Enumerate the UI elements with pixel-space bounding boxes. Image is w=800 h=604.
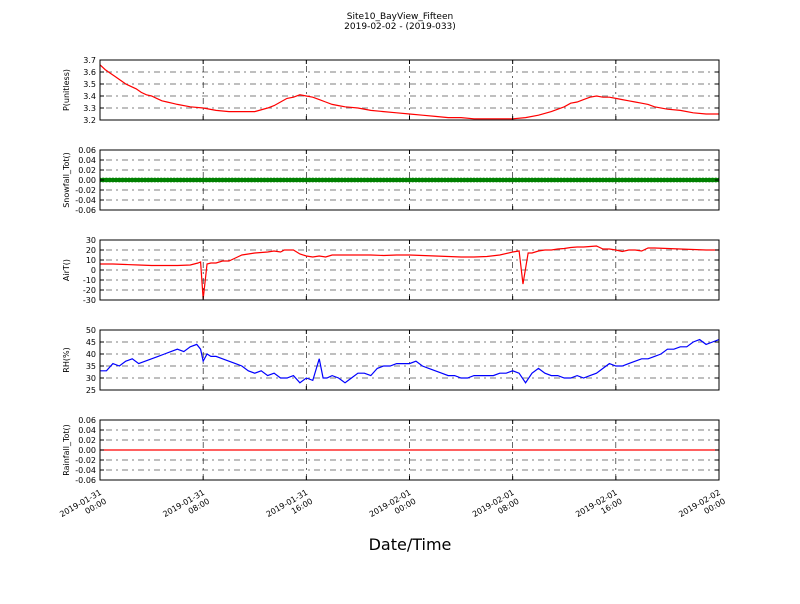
x-tick-label: 2019-02-0116:00	[574, 488, 624, 528]
y-tick-label: 0.06	[78, 416, 96, 425]
y-tick-label: 40	[86, 350, 96, 359]
x-tick-label: 2019-01-3116:00	[265, 488, 315, 528]
series-group	[100, 64, 719, 120]
y-tick-label: 3.7	[83, 56, 96, 65]
panel-5: -0.06-0.04-0.020.000.020.040.06 Rainfall_…	[62, 416, 720, 485]
y-tick-label: -10	[83, 276, 96, 285]
x-tick-label: 2019-02-0108:00	[471, 488, 521, 528]
panel-1: 3.2 3.3 3.4 3.5 3.6 3.7 P(unitless)	[62, 56, 720, 125]
y-tick-label: -0.04	[75, 196, 96, 205]
x-tick-label: 2019-02-0200:00	[677, 488, 727, 528]
x-tick-label: 2019-01-3100:00	[58, 488, 108, 528]
y-tick-label: 3.6	[83, 68, 96, 77]
y-tick-label: 3.4	[83, 92, 96, 101]
y-tick-label: 0.00	[78, 446, 96, 455]
y-axis-label: RH(%)	[62, 347, 71, 372]
y-tick-label: 0.02	[78, 166, 96, 175]
series-group	[100, 338, 719, 384]
chart-panels: 3.23.33.43.53.63.7P(unitless)-0.06-0.04-…	[62, 56, 720, 485]
series-group	[100, 245, 719, 300]
y-axis-label: P(unitless)	[62, 69, 71, 111]
y-axis-label: Rainfall_Tot()	[62, 424, 71, 476]
y-tick-label: 30	[86, 236, 96, 245]
y-tick-label: -20	[83, 286, 96, 295]
y-tick-label: 0.04	[78, 426, 96, 435]
y-tick-label: 10	[86, 256, 96, 265]
y-tick-label: 50	[86, 326, 96, 335]
y-tick-label: 20	[86, 246, 96, 255]
x-tick-labels: 2019-01-3100:00 2019-01-3108:00 2019-01-31…	[58, 488, 727, 528]
series-group	[100, 177, 719, 183]
y-tick-label: 0.06	[78, 146, 96, 155]
y-tick-label: 35	[86, 362, 96, 371]
y-tick-label: 30	[86, 374, 96, 383]
series-line	[100, 245, 719, 300]
y-axis-label: Snowfall_Tot()	[62, 152, 71, 208]
y-tick-label: 45	[86, 338, 96, 347]
x-axis-label: Date/Time	[369, 535, 452, 554]
chart-title: Site10_BayView_Fifteen	[347, 12, 453, 22]
y-tick-label: -0.02	[75, 186, 96, 195]
x-tick-label: 2019-01-3108:00	[161, 488, 211, 528]
panel-4: 25 30 35 40 45 50 RH(%)	[62, 326, 720, 395]
x-tick-label: 2019-02-0100:00	[368, 488, 418, 528]
y-tick-label: 0	[91, 266, 96, 275]
y-tick-label: 0.04	[78, 156, 96, 165]
y-tick-label: 0.02	[78, 436, 96, 445]
chart-subtitle: 2019-02-02 - (2019-033)	[344, 22, 456, 32]
y-tick-label: -30	[83, 296, 96, 305]
y-tick-label: -0.06	[75, 206, 96, 215]
y-axis-label: AirT()	[62, 259, 71, 281]
y-tick-label: 3.5	[83, 80, 96, 89]
panel-2: -0.06-0.04-0.020.000.020.040.06 Snowfall_…	[62, 146, 720, 215]
y-tick-label: 0.00	[78, 176, 96, 185]
series-line	[100, 338, 719, 384]
series-line	[100, 64, 719, 120]
y-tick-label: 25	[86, 386, 96, 395]
y-tick-label: -0.02	[75, 456, 96, 465]
y-tick-label: 3.2	[83, 116, 96, 125]
y-tick-label: -0.06	[75, 476, 96, 485]
y-tick-label: 3.3	[83, 104, 96, 113]
y-tick-label: -0.04	[75, 466, 96, 475]
